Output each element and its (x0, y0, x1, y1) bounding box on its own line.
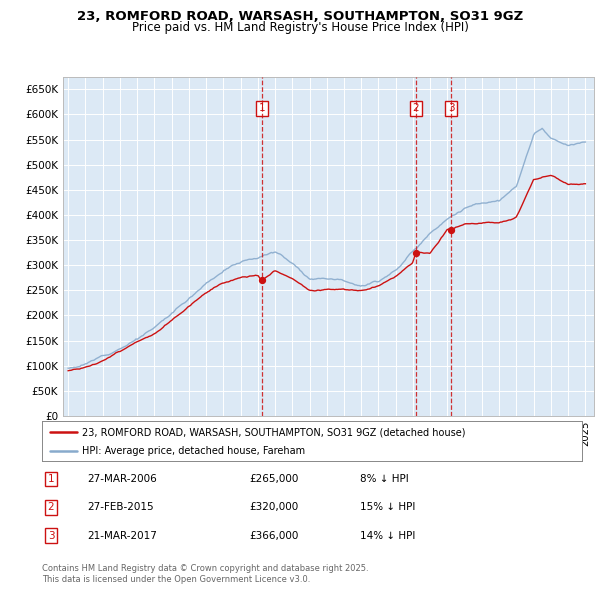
Text: 2: 2 (47, 503, 55, 512)
Point (446, 225, 456, 234)
Text: HPI: Average price, detached house, Fareham: HPI: Average price, detached house, Fare… (83, 446, 305, 456)
Text: 14% ↓ HPI: 14% ↓ HPI (360, 531, 415, 540)
Text: 3: 3 (47, 531, 55, 540)
Text: £366,000: £366,000 (249, 531, 298, 540)
Text: 1: 1 (259, 103, 265, 113)
Text: £265,000: £265,000 (249, 474, 298, 484)
Text: 23, ROMFORD ROAD, WARSASH, SOUTHAMPTON, SO31 9GZ (detached house): 23, ROMFORD ROAD, WARSASH, SOUTHAMPTON, … (83, 428, 466, 438)
Text: This data is licensed under the Open Government Licence v3.0.: This data is licensed under the Open Gov… (42, 575, 310, 584)
Text: 3: 3 (448, 103, 455, 113)
Text: 2: 2 (412, 103, 419, 113)
Text: 8% ↓ HPI: 8% ↓ HPI (360, 474, 409, 484)
Point (257, 276, 267, 285)
Text: Price paid vs. HM Land Registry's House Price Index (HPI): Price paid vs. HM Land Registry's House … (131, 21, 469, 34)
Text: 27-FEB-2015: 27-FEB-2015 (87, 503, 154, 512)
Text: 27-MAR-2006: 27-MAR-2006 (87, 474, 157, 484)
Text: Contains HM Land Registry data © Crown copyright and database right 2025.: Contains HM Land Registry data © Crown c… (42, 565, 368, 573)
Text: 23, ROMFORD ROAD, WARSASH, SOUTHAMPTON, SO31 9GZ: 23, ROMFORD ROAD, WARSASH, SOUTHAMPTON, … (77, 10, 523, 23)
Text: 1: 1 (47, 474, 55, 484)
Text: 15% ↓ HPI: 15% ↓ HPI (360, 503, 415, 512)
Text: £320,000: £320,000 (249, 503, 298, 512)
Point (411, 248, 421, 257)
Text: 21-MAR-2017: 21-MAR-2017 (87, 531, 157, 540)
